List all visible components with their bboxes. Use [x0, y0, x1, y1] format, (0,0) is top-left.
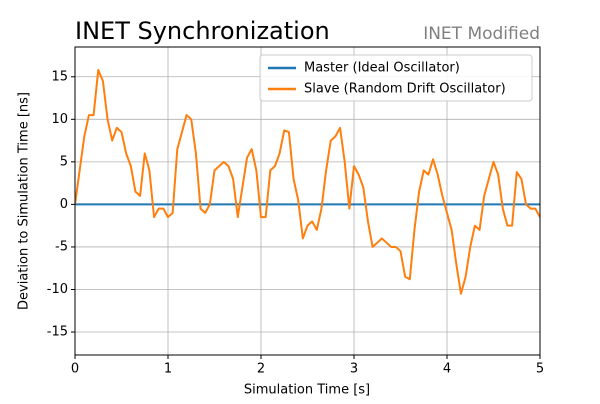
x-tick-label: 4 — [443, 362, 451, 377]
y-tick-label: -5 — [55, 239, 68, 254]
x-tick-label: 2 — [257, 362, 265, 377]
y-tick-label: 5 — [60, 154, 68, 169]
chart-subtitle: INET Modified — [423, 24, 540, 44]
legend-label: Master (Ideal Oscillator) — [304, 61, 460, 76]
chart-title: INET Synchronization — [75, 17, 330, 45]
line-series — [75, 68, 540, 295]
x-tick-label: 3 — [350, 362, 358, 377]
plot-frame — [74, 46, 541, 356]
legend-label: Slave (Random Drift Oscillator) — [304, 82, 506, 97]
y-tick-label: 0 — [60, 197, 68, 212]
y-axis-label: Deviation to Simulation Time [ns] — [17, 92, 32, 310]
legend-box — [259, 54, 533, 102]
x-tick-label: 5 — [536, 362, 544, 377]
y-tick-label: 15 — [51, 69, 68, 84]
x-axis-label: Simulation Time [s] — [244, 383, 370, 398]
x-tick-label: 0 — [71, 362, 79, 377]
x-tick-label: 1 — [164, 362, 172, 377]
y-tick-label: -10 — [47, 282, 68, 297]
y-tick-label: 10 — [51, 112, 68, 127]
y-tick-label: -15 — [47, 325, 68, 340]
